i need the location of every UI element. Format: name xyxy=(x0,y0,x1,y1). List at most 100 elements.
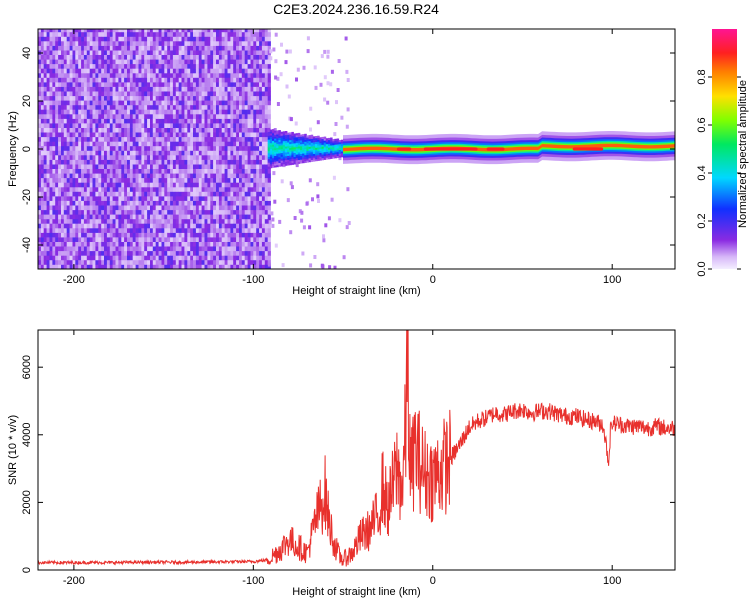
heatmap-cell xyxy=(195,72,200,78)
heatmap-cell xyxy=(264,159,268,165)
heatmap-cell xyxy=(75,50,79,55)
heatmap-cell xyxy=(244,104,248,110)
heatmap-cell xyxy=(181,36,185,42)
heatmap-cell xyxy=(224,255,228,261)
heatmap-cell xyxy=(282,160,286,163)
heatmap-cell xyxy=(55,159,59,165)
heatmap-cell xyxy=(141,118,145,124)
heatmap-cell xyxy=(161,104,165,110)
heatmap-cell xyxy=(236,82,240,87)
heatmap-cell xyxy=(101,191,105,197)
heatmap-cell xyxy=(83,164,88,169)
heatmap-cell xyxy=(124,29,128,33)
heatmap-cell xyxy=(239,63,243,69)
heatmap-cell xyxy=(150,214,154,220)
heatmap-cell xyxy=(89,237,93,242)
heatmap-cell xyxy=(38,59,42,65)
heatmap-cell xyxy=(167,241,171,247)
heatmap-cell xyxy=(115,159,119,165)
heatmap-cell xyxy=(118,36,122,42)
heatmap-cell xyxy=(256,205,260,211)
heatmap-cell xyxy=(167,63,171,69)
heatmap-cell xyxy=(69,168,73,174)
heatmap-cell xyxy=(233,264,237,269)
heatmap-cell xyxy=(195,59,200,65)
heatmap-cell xyxy=(193,255,197,261)
heatmap-cell xyxy=(52,31,56,37)
heatmap-cell xyxy=(227,72,231,78)
heatmap-cell xyxy=(319,156,322,159)
heatmap-cell xyxy=(58,200,62,206)
heatmap-cell xyxy=(167,118,171,124)
heatmap-cell xyxy=(98,132,102,138)
heatmap-cell xyxy=(104,218,108,224)
heatmap-cell xyxy=(247,191,251,197)
heatmap-cell xyxy=(118,250,122,256)
heatmap-cell xyxy=(43,109,47,115)
heatmap-cell xyxy=(315,137,318,141)
heatmap-cell xyxy=(118,228,122,233)
heatmap-cell xyxy=(95,50,99,55)
heatmap-cell xyxy=(187,218,191,224)
heatmap-cell xyxy=(236,114,240,119)
heatmap-cell xyxy=(193,214,197,220)
heatmap-cell xyxy=(276,132,279,135)
heatmap-cell xyxy=(253,155,257,160)
heatmap-cell xyxy=(147,218,151,224)
heatmap-cell xyxy=(132,255,136,261)
heatmap-cell xyxy=(175,86,179,92)
heatmap-cell xyxy=(144,54,148,60)
colorbar-tick-label: 0.4 xyxy=(696,165,708,180)
heatmap-cell xyxy=(95,127,99,133)
heatmap-cell xyxy=(106,177,111,183)
heatmap-cell xyxy=(253,86,257,92)
heatmap-cell xyxy=(247,209,251,215)
heatmap-cell xyxy=(308,156,312,159)
heatmap-cell xyxy=(164,191,168,197)
heatmap-cell xyxy=(164,118,168,124)
heatmap-cell xyxy=(290,185,294,190)
heatmap-cell xyxy=(138,100,142,106)
heatmap-cell xyxy=(239,255,243,261)
heatmap-cell xyxy=(187,168,191,174)
heatmap-cell xyxy=(144,264,148,269)
heatmap-cell xyxy=(244,59,248,65)
heatmap-cell xyxy=(261,72,266,78)
heatmap-cell xyxy=(233,104,237,110)
heatmap-cell xyxy=(267,156,271,159)
heatmap-cell xyxy=(121,86,125,92)
heatmap-cell xyxy=(253,41,257,46)
heatmap-cell xyxy=(40,141,45,147)
heatmap-cell xyxy=(181,59,185,65)
heatmap-cell xyxy=(155,45,159,51)
heatmap-cell xyxy=(190,218,194,224)
heatmap-cell xyxy=(124,155,128,160)
heatmap-cell xyxy=(261,141,266,147)
heatmap-cell xyxy=(158,196,162,201)
heatmap-cell xyxy=(198,41,202,46)
heatmap-cell xyxy=(58,209,62,215)
heatmap-cell xyxy=(204,63,208,69)
heatmap-cell xyxy=(138,186,142,192)
heatmap-cell xyxy=(181,264,185,269)
heatmap-cell xyxy=(83,159,88,165)
heatmap-cell xyxy=(38,36,42,42)
heatmap-cell xyxy=(124,168,128,174)
heatmap-cell xyxy=(207,36,211,42)
heatmap-cell xyxy=(69,150,73,156)
heatmap-cell xyxy=(259,250,263,256)
heatmap-cell xyxy=(259,141,263,147)
heatmap-cell xyxy=(195,214,200,220)
heatmap-cell xyxy=(155,246,159,252)
heatmap-cell xyxy=(155,218,159,224)
heatmap-cell xyxy=(190,241,194,247)
y-tick-label: -40 xyxy=(21,237,33,253)
heatmap-cell xyxy=(101,109,105,115)
heatmap-cell xyxy=(150,173,154,179)
heatmap-cell xyxy=(147,228,151,233)
heatmap-cell xyxy=(109,255,113,261)
heatmap-cell xyxy=(213,136,217,142)
heatmap-cell xyxy=(198,100,202,106)
heatmap-cell xyxy=(187,232,191,238)
heatmap-cell xyxy=(52,168,56,174)
